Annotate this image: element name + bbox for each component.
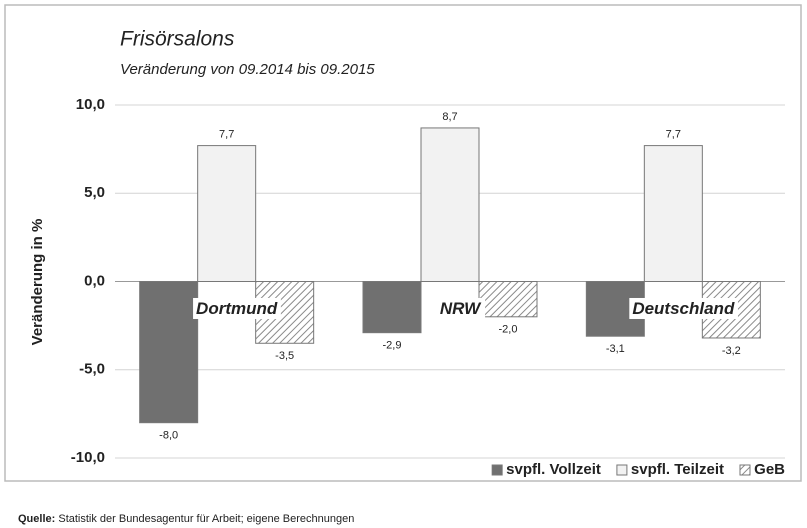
value-label: -2,0 xyxy=(499,324,518,336)
bar xyxy=(139,281,199,424)
legend-label: GeB xyxy=(754,461,785,478)
value-label: 8,7 xyxy=(442,111,457,123)
legend-label: svpfl. Vollzeit xyxy=(506,461,601,478)
bar xyxy=(362,281,422,334)
y-tick-label: 10,0 xyxy=(76,96,105,113)
legend-swatch xyxy=(616,464,628,476)
bar xyxy=(478,281,538,318)
legend-swatch xyxy=(491,464,503,476)
category-label-bg xyxy=(436,297,486,319)
value-label: 7,7 xyxy=(666,129,681,141)
category-label: NRW xyxy=(440,299,482,318)
source-label: Quelle: xyxy=(18,513,55,525)
source: Quelle: Statistik der Bundesagentur für … xyxy=(18,513,354,525)
y-tick-label: -10,0 xyxy=(71,449,105,466)
bar xyxy=(197,145,257,282)
value-label: -3,1 xyxy=(606,343,625,355)
value-label: -2,9 xyxy=(383,340,402,352)
category-label: Dortmund xyxy=(196,299,278,318)
value-label: -3,5 xyxy=(275,350,294,362)
y-tick-label: -5,0 xyxy=(79,361,105,378)
y-tick-label: 0,0 xyxy=(84,272,105,289)
category-label: Deutschland xyxy=(632,299,735,318)
value-label: -8,0 xyxy=(159,430,178,442)
category-label-bg xyxy=(193,297,281,319)
y-axis-label: Veränderung in % xyxy=(29,219,46,346)
chart-subtitle: Veränderung von 09.2014 bis 09.2015 xyxy=(120,61,375,78)
category-label-bg xyxy=(629,297,738,319)
y-tick-label: 5,0 xyxy=(84,184,105,201)
value-label: 7,7 xyxy=(219,129,234,141)
bar xyxy=(643,145,703,282)
value-label: -3,2 xyxy=(722,345,741,357)
bar xyxy=(420,127,480,282)
legend-swatch xyxy=(739,464,751,476)
chart-title: Frisörsalons xyxy=(120,28,235,51)
legend-label: svpfl. Teilzeit xyxy=(631,461,724,478)
source-text: Statistik der Bundesagentur für Arbeit; … xyxy=(58,513,354,525)
